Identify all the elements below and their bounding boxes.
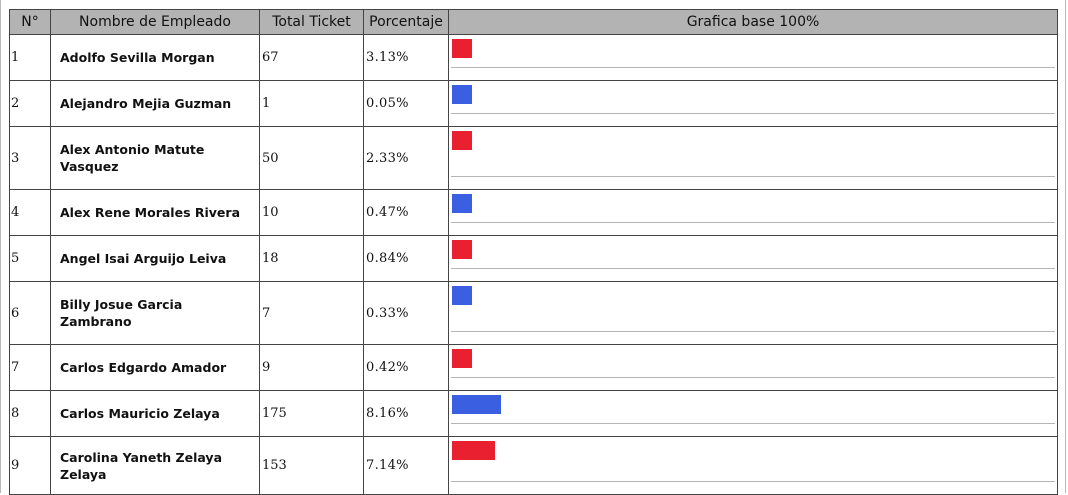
graph-baseline — [451, 423, 1055, 424]
header-percentage: Porcentaje — [363, 9, 449, 35]
employee-name: Carolina Yaneth Zelaya Zelaya — [50, 436, 260, 495]
total-ticket: 50 — [259, 126, 364, 190]
row-number: 1 — [9, 34, 51, 81]
percentage: 0.33% — [363, 281, 449, 345]
graph-cell — [448, 344, 1058, 391]
total-ticket: 10 — [259, 189, 364, 236]
employee-name: Adolfo Sevilla Morgan — [50, 34, 260, 81]
table-header-row: N° Nombre de Empleado Total Ticket Porce… — [9, 9, 1058, 35]
percentage: 0.05% — [363, 80, 449, 127]
graph-cell — [448, 390, 1058, 437]
table-row: 3 Alex Antonio Matute Vasquez 50 2.33% — [9, 126, 1058, 190]
total-ticket: 18 — [259, 235, 364, 282]
graph-baseline — [451, 331, 1055, 332]
employee-name: Carlos Mauricio Zelaya — [50, 390, 260, 437]
row-number: 9 — [9, 436, 51, 495]
total-ticket: 1 — [259, 80, 364, 127]
employee-ticket-table: N° Nombre de Empleado Total Ticket Porce… — [9, 9, 1058, 495]
row-number: 6 — [9, 281, 51, 345]
total-ticket: 9 — [259, 344, 364, 391]
employee-name: Carlos Edgardo Amador — [50, 344, 260, 391]
percentage-bar — [452, 441, 495, 460]
percentage-bar — [452, 286, 472, 305]
percentage: 0.84% — [363, 235, 449, 282]
header-employee-name: Nombre de Empleado — [50, 9, 260, 35]
header-total-ticket: Total Ticket — [259, 9, 364, 35]
employee-name: Angel Isai Arguijo Leiva — [50, 235, 260, 282]
row-number: 3 — [9, 126, 51, 190]
table-row: 9 Carolina Yaneth Zelaya Zelaya 153 7.14% — [9, 436, 1058, 495]
table-row: 7 Carlos Edgardo Amador 9 0.42% — [9, 344, 1058, 391]
percentage: 0.42% — [363, 344, 449, 391]
graph-cell — [448, 80, 1058, 127]
total-ticket: 7 — [259, 281, 364, 345]
row-number: 2 — [9, 80, 51, 127]
percentage-bar — [452, 240, 472, 259]
percentage-bar — [452, 395, 501, 414]
row-number: 4 — [9, 189, 51, 236]
table-row: 1 Adolfo Sevilla Morgan 67 3.13% — [9, 34, 1058, 81]
graph-baseline — [451, 377, 1055, 378]
table-row: 4 Alex Rene Morales Rivera 10 0.47% — [9, 189, 1058, 236]
total-ticket: 67 — [259, 34, 364, 81]
row-number: 5 — [9, 235, 51, 282]
table-row: 2 Alejandro Mejia Guzman 1 0.05% — [9, 80, 1058, 127]
graph-baseline — [451, 113, 1055, 114]
graph-cell — [448, 281, 1058, 345]
percentage: 8.16% — [363, 390, 449, 437]
graph-baseline — [451, 481, 1055, 482]
graph-baseline — [451, 176, 1055, 177]
header-no: N° — [9, 9, 51, 35]
percentage: 0.47% — [363, 189, 449, 236]
employee-name: Alejandro Mejia Guzman — [50, 80, 260, 127]
percentage: 2.33% — [363, 126, 449, 190]
graph-cell — [448, 126, 1058, 190]
percentage-bar — [452, 39, 472, 58]
table-row: 6 Billy Josue Garcia Zambrano 7 0.33% — [9, 281, 1058, 345]
percentage: 7.14% — [363, 436, 449, 495]
percentage-bar — [452, 349, 472, 368]
graph-cell — [448, 235, 1058, 282]
employee-name: Alex Antonio Matute Vasquez — [50, 126, 260, 190]
row-number: 7 — [9, 344, 51, 391]
table-row: 8 Carlos Mauricio Zelaya 175 8.16% — [9, 390, 1058, 437]
row-number: 8 — [9, 390, 51, 437]
graph-cell — [448, 436, 1058, 495]
percentage-bar — [452, 85, 472, 104]
graph-cell — [448, 34, 1058, 81]
employee-name: Alex Rene Morales Rivera — [50, 189, 260, 236]
employee-name: Billy Josue Garcia Zambrano — [50, 281, 260, 345]
percentage-bar — [452, 131, 472, 150]
table-row: 5 Angel Isai Arguijo Leiva 18 0.84% — [9, 235, 1058, 282]
total-ticket: 175 — [259, 390, 364, 437]
graph-baseline — [451, 67, 1055, 68]
percentage-bar — [452, 194, 472, 213]
graph-cell — [448, 189, 1058, 236]
graph-baseline — [451, 268, 1055, 269]
header-graph: Grafica base 100% — [448, 9, 1058, 35]
percentage: 3.13% — [363, 34, 449, 81]
total-ticket: 153 — [259, 436, 364, 495]
graph-baseline — [451, 222, 1055, 223]
